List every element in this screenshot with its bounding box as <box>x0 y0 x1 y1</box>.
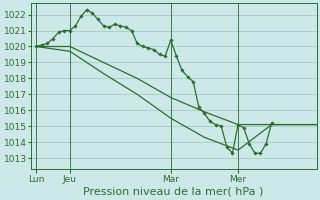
X-axis label: Pression niveau de la mer( hPa ): Pression niveau de la mer( hPa ) <box>84 187 264 197</box>
